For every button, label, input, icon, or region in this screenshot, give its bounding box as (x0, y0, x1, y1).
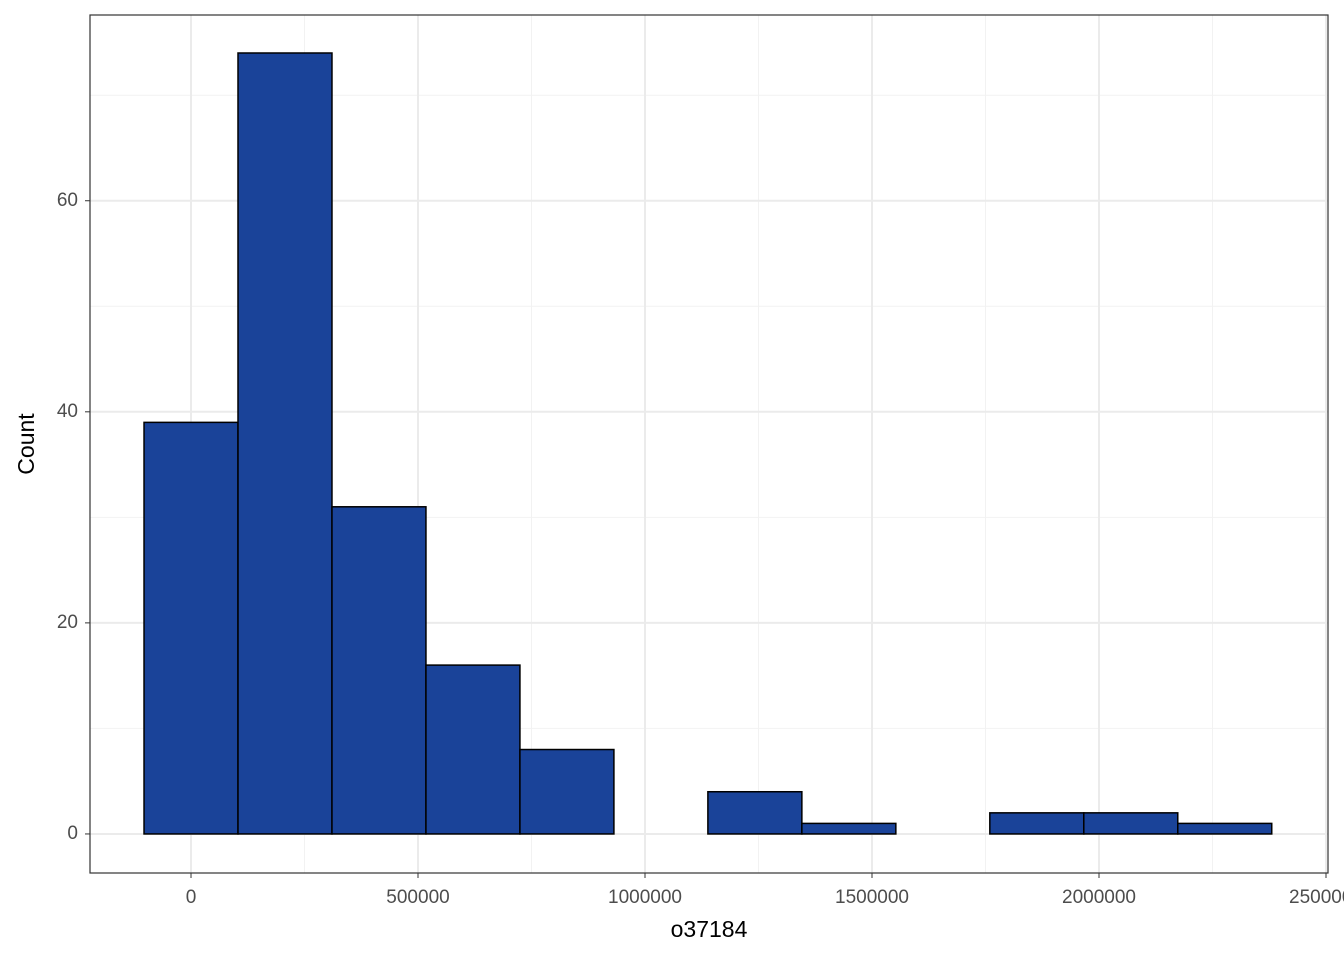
y-tick-label: 60 (57, 190, 78, 211)
bar (425, 664, 521, 835)
x-tick-label: 2000000 (1062, 887, 1136, 908)
bar (237, 52, 333, 835)
x-tick-label: 1500000 (835, 887, 909, 908)
y-tick-label: 40 (57, 401, 78, 422)
x-tick-label: 0 (186, 887, 197, 908)
x-tick-label: 500000 (386, 887, 449, 908)
bar (801, 822, 897, 835)
bar (989, 812, 1085, 835)
y-tick-label: 0 (67, 823, 78, 844)
panel-border (89, 14, 1329, 874)
x-tick-label: 1000000 (608, 887, 682, 908)
bar (1177, 822, 1273, 835)
x-axis-title: o37184 (671, 916, 748, 942)
bar (331, 506, 427, 835)
x-tick-label: 2500000 (1289, 887, 1344, 908)
y-axis-title: Count (13, 413, 39, 475)
bar (143, 421, 239, 835)
y-tick-label: 20 (57, 612, 78, 633)
bar (1083, 812, 1179, 835)
bar (519, 748, 615, 835)
bar (707, 790, 803, 835)
